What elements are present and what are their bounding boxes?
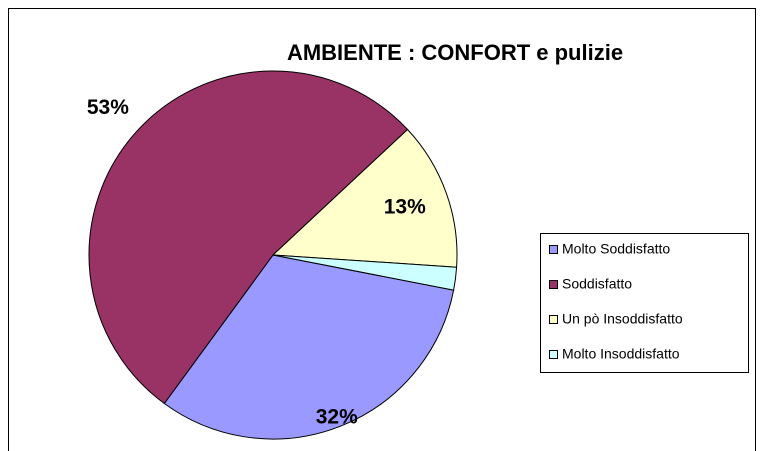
legend-box <box>540 233 749 373</box>
chart-title: AMBIENTE : CONFORT e pulizie <box>287 40 623 65</box>
legend-label: Molto Soddisfatto <box>562 241 670 257</box>
pie-slice <box>88 70 409 405</box>
legend-swatch <box>549 350 558 359</box>
data-label: 32% <box>316 405 358 428</box>
legend-label: Molto Insoddisfatto <box>562 346 680 362</box>
legend-swatch <box>549 315 558 324</box>
legend-label: Soddisfatto <box>562 276 632 292</box>
pie-slice <box>163 254 455 440</box>
data-label: 13% <box>384 196 426 219</box>
legend-label: Un pò Insoddisfatto <box>562 311 683 327</box>
pie-slice <box>272 254 458 291</box>
legend-swatch <box>549 245 558 254</box>
pie-slice <box>271 128 458 268</box>
data-label: 53% <box>87 96 129 119</box>
legend-swatch <box>549 280 558 289</box>
